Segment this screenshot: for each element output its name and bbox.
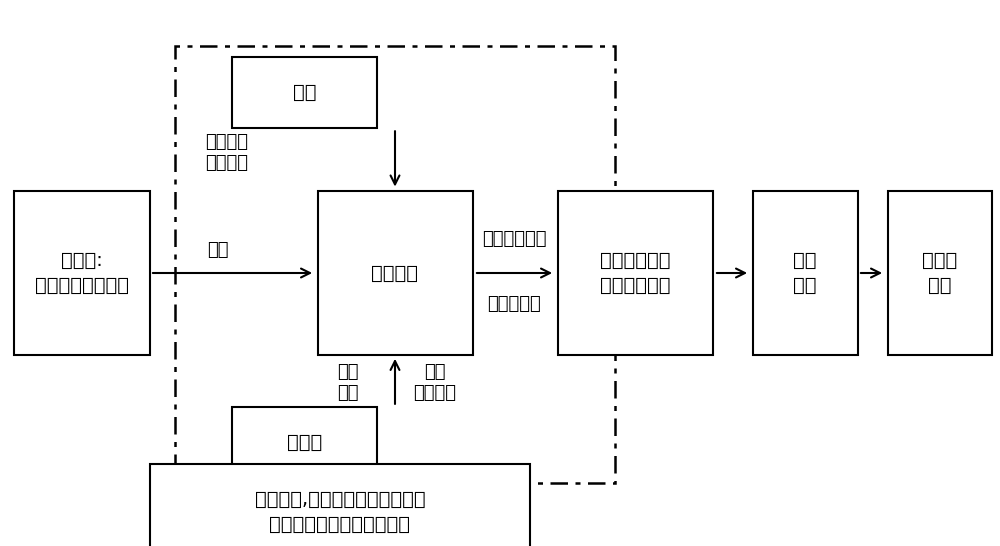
Text: 放入: 放入 (207, 241, 229, 259)
Text: 传导
热量: 传导 热量 (337, 363, 359, 402)
FancyBboxPatch shape (888, 191, 992, 355)
FancyBboxPatch shape (558, 191, 712, 355)
FancyBboxPatch shape (14, 191, 150, 355)
Text: 放压至常压: 放压至常压 (487, 295, 541, 313)
Text: 炭化
处理: 炭化 处理 (793, 251, 817, 295)
Text: 达到
发泡温度: 达到 发泡温度 (414, 363, 456, 402)
FancyBboxPatch shape (232, 57, 377, 128)
Text: 石墨化
处理: 石墨化 处理 (922, 251, 958, 295)
Text: 氮气: 氮气 (293, 84, 317, 102)
FancyBboxPatch shape (318, 191, 473, 355)
FancyBboxPatch shape (150, 464, 530, 546)
Text: 加热炉: 加热炉 (287, 433, 323, 452)
Text: 充气达到
发泡压力: 充气达到 发泡压力 (205, 133, 248, 173)
Text: 恒温一段时间: 恒温一段时间 (482, 230, 546, 248)
Text: 高压设备: 高压设备 (372, 264, 418, 282)
Text: 炭泡沫初生体
或称绿色泡沫: 炭泡沫初生体 或称绿色泡沫 (600, 251, 670, 295)
FancyBboxPatch shape (232, 407, 377, 478)
FancyBboxPatch shape (753, 191, 858, 355)
Text: 前驱体:
煤、沥青或聚合物: 前驱体: 煤、沥青或聚合物 (35, 251, 129, 295)
Text: 发泡步骤,直接决定炭泡沫的孔结
构，如体密度、平均孔径等: 发泡步骤,直接决定炭泡沫的孔结 构，如体密度、平均孔径等 (255, 490, 425, 534)
